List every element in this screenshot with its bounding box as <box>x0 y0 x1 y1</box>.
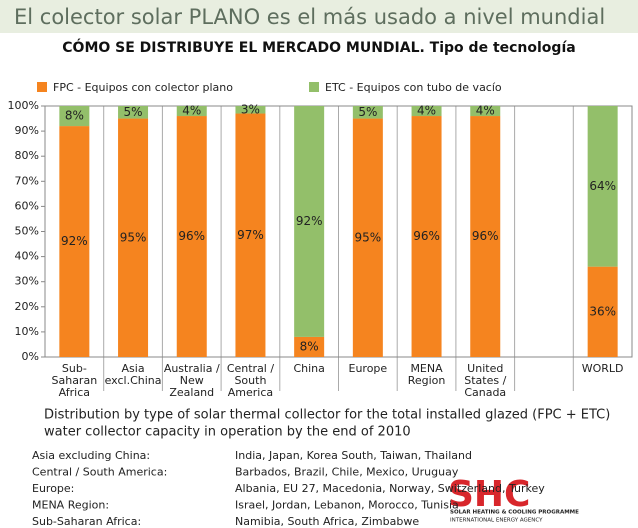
bar-segment <box>411 116 442 357</box>
y-tick-label: 50% <box>15 225 39 238</box>
note-cell: Asia excluding China: <box>32 449 150 462</box>
x-tick-label: Central / South America <box>227 362 275 399</box>
bar-segment <box>118 106 149 119</box>
y-tick-label: 60% <box>15 199 39 212</box>
bar-segment <box>59 126 90 357</box>
caption: water collector capacity in operation by… <box>44 425 411 440</box>
value-label: 92% <box>296 214 323 228</box>
bar-segment <box>235 113 266 357</box>
value-label: 3% <box>241 102 260 116</box>
note-cell: India, Japan, Korea South, Taiwan, Thail… <box>235 449 472 462</box>
y-tick-label: 10% <box>15 325 39 338</box>
y-tick-label: 40% <box>15 250 39 263</box>
y-tick-label: 100% <box>8 99 39 112</box>
x-tick-label: Sub-Saharan Africa <box>52 362 98 399</box>
note-cell: Sub-Saharan Africa: <box>32 515 141 528</box>
bar-segment <box>470 106 501 117</box>
y-tick-label: 90% <box>15 124 39 137</box>
value-label: 92% <box>61 234 88 248</box>
note-cell: Central / South America: <box>32 466 167 479</box>
value-label: 4% <box>417 104 436 118</box>
bar-segment <box>59 106 90 127</box>
legend-label: FPC - Equipos con colector plano <box>53 81 233 94</box>
note-cell: Barbados, Brazil, Chile, Mexico, Uruguay <box>235 466 459 479</box>
bar-segment <box>587 266 618 357</box>
note-cell: Albania, EU 27, Macedonia, Norway, Switz… <box>235 482 545 495</box>
chart-subtitle: CÓMO SE DISTRIBUYE EL MERCADO MUNDIAL. T… <box>62 38 575 56</box>
chart-title: El colector solar PLANO es el más usado … <box>14 5 605 29</box>
bar-segment <box>294 106 325 337</box>
x-tick-label: Europe <box>349 362 388 375</box>
x-tick-label: Australia / New Zealand <box>164 362 220 399</box>
legend-swatch <box>309 82 319 92</box>
bar-segment <box>352 106 383 119</box>
y-tick-label: 80% <box>15 149 39 162</box>
x-tick-label: WORLD <box>582 362 624 375</box>
value-label: 5% <box>358 105 377 119</box>
bar-segment <box>352 118 383 357</box>
x-tick-label: China <box>293 362 324 375</box>
bar-segment <box>470 116 501 357</box>
legend-swatch <box>37 82 47 92</box>
value-label: 8% <box>300 339 319 353</box>
value-label: 4% <box>182 104 201 118</box>
note-cell: Namibia, South Africa, Zimbabwe <box>235 515 419 528</box>
y-tick-label: 30% <box>15 275 39 288</box>
value-label: 96% <box>413 229 440 243</box>
value-label: 97% <box>237 228 264 242</box>
value-label: 8% <box>65 109 84 123</box>
bar-segment <box>235 106 266 114</box>
note-cell: Europe: <box>32 482 74 495</box>
logo-line: INTERNATIONAL ENERGY AGENCY <box>450 518 543 524</box>
bar-segment <box>294 336 325 357</box>
legend-label: ETC - Equipos con tubo de vacío <box>325 81 502 94</box>
value-label: 95% <box>120 230 147 244</box>
caption: Distribution by type of solar thermal co… <box>44 408 610 423</box>
value-label: 96% <box>472 229 499 243</box>
bar-segment <box>118 118 149 357</box>
title-band <box>0 0 638 33</box>
x-tick-label: MENA Region <box>408 362 446 387</box>
value-label: 36% <box>589 304 616 318</box>
bar-segment <box>587 106 618 267</box>
value-label: 64% <box>589 179 616 193</box>
y-tick-label: 70% <box>15 174 39 187</box>
bar-segment <box>176 116 207 357</box>
bar-segment <box>176 106 207 117</box>
y-tick-label: 0% <box>22 350 39 363</box>
value-label: 5% <box>124 105 143 119</box>
x-tick-label: Asia excl.China <box>105 362 162 387</box>
logo-line: SOLAR HEATING & COOLING PROGRAMME <box>450 510 579 516</box>
logo-mark: SHC <box>448 474 530 515</box>
value-label: 96% <box>178 229 205 243</box>
note-cell: MENA Region: <box>32 499 109 512</box>
value-label: 4% <box>476 104 495 118</box>
value-label: 95% <box>355 230 382 244</box>
bar-segment <box>411 106 442 117</box>
plot-frame <box>44 105 633 358</box>
note-cell: Israel, Jordan, Lebanon, Morocco, Tunisi… <box>235 499 459 512</box>
y-tick-label: 20% <box>15 300 39 313</box>
x-tick-label: United States / Canada <box>464 362 506 399</box>
